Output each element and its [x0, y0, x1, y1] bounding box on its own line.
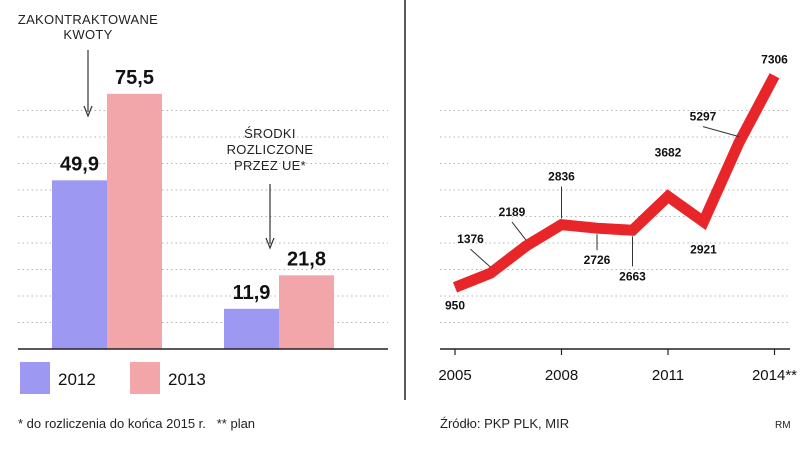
- point-label: 3682: [655, 145, 682, 159]
- legend-swatch-2012: [20, 362, 50, 394]
- point-label: 950: [445, 298, 465, 312]
- point-label: 2836: [548, 170, 575, 184]
- annotation-contracted: KWOTY: [63, 27, 112, 42]
- point-label: 5297: [690, 110, 717, 124]
- annotation-arrowhead: [265, 237, 275, 250]
- leader-line: [511, 221, 527, 241]
- footnote: * do rozliczenia do końca 2015 r. ** pla…: [18, 416, 255, 431]
- point-label: 2189: [499, 205, 526, 219]
- bar-value-label: 75,5: [115, 67, 154, 89]
- bar-marks: 49,9 75,5 11,9 21,8: [52, 67, 334, 349]
- x-tick-label: 2014**: [752, 367, 797, 384]
- line-series: [452, 73, 780, 293]
- bar-settled-2012: [224, 308, 279, 349]
- bar-contracted-2012: [52, 180, 107, 349]
- bar-settled-2013: [279, 275, 334, 349]
- point-labels: 950 1376 2189 2836 2726 2663 3682 2921 5297 7306: [445, 53, 788, 313]
- point-label: 7306: [761, 53, 788, 67]
- bar-contracted-2013: [107, 93, 162, 349]
- x-tick-label: 2005: [438, 367, 471, 384]
- annotation-arrowhead: [83, 105, 93, 118]
- legend-swatch-2013: [130, 362, 160, 394]
- point-label: 1376: [457, 232, 484, 246]
- bar-value-label: 49,9: [60, 153, 99, 175]
- leader-line: [470, 248, 491, 268]
- point-label: 2921: [690, 243, 717, 257]
- bar-value-label: 11,9: [233, 282, 271, 304]
- x-tick-label: 2011: [652, 367, 684, 384]
- legend-label-2013: 2013: [168, 370, 206, 389]
- legend: 2012 2013: [20, 362, 206, 394]
- bar-value-label: 21,8: [287, 248, 326, 270]
- bar-gridlines: [18, 110, 388, 323]
- point-label: 2726: [584, 253, 611, 267]
- leader-line: [702, 126, 740, 138]
- point-label: 2663: [619, 269, 646, 283]
- line-chart: 2005 2008 2011 2014** 950 1376 2189 2836 2726 26…: [438, 53, 797, 384]
- annotation-settled: PRZEZ UE*: [234, 158, 306, 173]
- source: Źródło: PKP PLK, MIR: [440, 416, 569, 431]
- credit: RM: [775, 420, 791, 431]
- annotation-contracted: ZAKONTRAKTOWANE: [18, 12, 158, 27]
- annotation-settled: ŚRODKI: [244, 126, 296, 141]
- x-tick-label: 2008: [545, 367, 578, 384]
- x-axis: 2005 2008 2011 2014**: [438, 349, 797, 384]
- legend-label-2012: 2012: [58, 370, 96, 389]
- annotation-settled: ROZLICZONE: [227, 142, 314, 157]
